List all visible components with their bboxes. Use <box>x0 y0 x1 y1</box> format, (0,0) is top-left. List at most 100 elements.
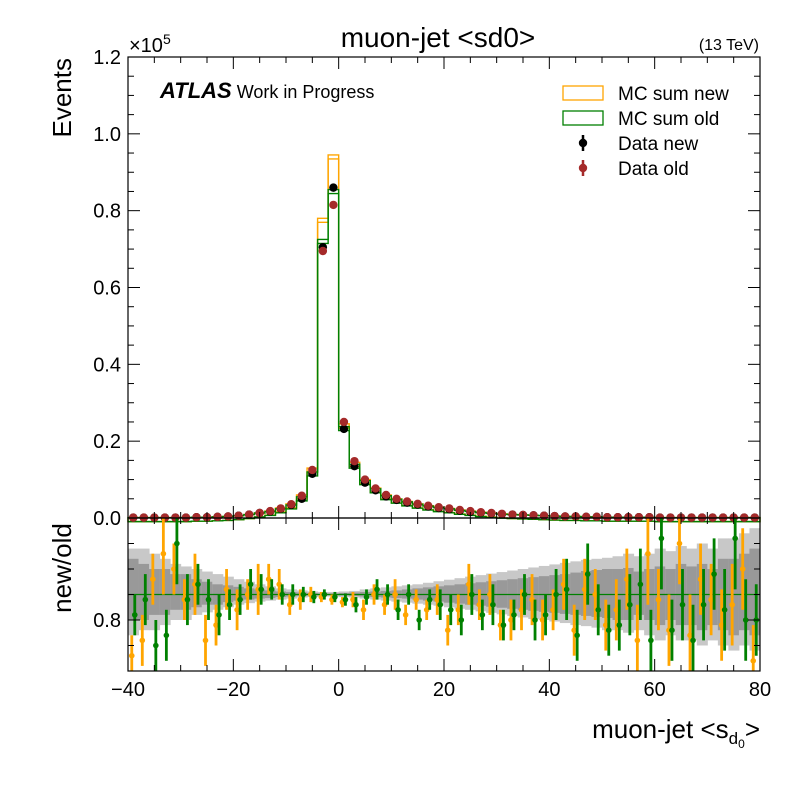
ratio-new-point <box>613 607 620 613</box>
ratio-new-point <box>455 607 462 613</box>
ratio-new-point <box>697 576 704 582</box>
ratio-new-point <box>634 637 641 644</box>
ratio-new-point <box>297 596 304 603</box>
ratio-new-point <box>434 596 441 603</box>
ratio-new-point <box>539 617 546 623</box>
x-axis-label-subsub: 0 <box>738 737 745 751</box>
y-tick-label: 1.2 <box>93 47 121 69</box>
ratio-new-point <box>413 596 419 603</box>
mc-sum-new-histogram-inner <box>127 158 761 523</box>
data-old-point <box>424 501 433 510</box>
ratio-old-point <box>437 601 444 608</box>
ratio-uncertainty-band-dark <box>570 572 582 615</box>
data-old-point <box>413 499 422 508</box>
legend-label: MC sum old <box>618 109 719 130</box>
data-old-point <box>508 510 517 519</box>
ratio-uncertainty-band-dark <box>728 558 740 636</box>
ratio-new-point <box>128 652 135 659</box>
ratio-new-point <box>371 591 377 598</box>
data-new-point <box>339 424 349 434</box>
ratio-old-point <box>721 607 728 613</box>
ratio-old-point <box>648 637 654 644</box>
data-old-point <box>223 512 233 521</box>
ratio-new-point <box>392 591 398 598</box>
ratio-uncertainty-band-dark <box>686 566 698 626</box>
legend-swatch-box <box>562 110 604 126</box>
experiment-label: ATLAS <box>159 78 232 103</box>
status-label: Work in Progress <box>237 82 375 102</box>
ratio-new-point <box>487 591 493 598</box>
y-multiplier-base: ×10 <box>129 35 163 57</box>
ratio-old-point <box>711 571 717 577</box>
ratio-old-point <box>584 571 591 577</box>
ratio-new-point <box>739 566 746 572</box>
data-old-point <box>550 511 559 521</box>
data-old-point <box>560 512 570 521</box>
ratio-new-point <box>676 540 683 547</box>
ratio-old-point <box>479 612 486 618</box>
ratio-old-point <box>732 535 738 542</box>
ratio-new-point <box>602 622 609 628</box>
data-old-point <box>287 499 296 509</box>
data-old-point <box>350 456 359 466</box>
ratio-old-point <box>490 601 496 608</box>
ratio-old-point <box>511 612 517 618</box>
y-tick-label: 0.4 <box>93 354 121 376</box>
data-old-point <box>381 490 391 500</box>
ratio-old-point <box>700 601 707 608</box>
ratio-old-point <box>384 591 391 598</box>
x-axis-label: muon-jet <sd0> <box>592 714 760 751</box>
data-old-point <box>266 506 275 516</box>
ratio-old-point <box>332 594 338 600</box>
ratio-new-point <box>171 566 177 572</box>
ratio-uncertainty-band-dark <box>149 569 161 615</box>
data-old-point <box>455 505 464 515</box>
data-old-point <box>466 506 475 516</box>
ratio-new-point <box>265 576 272 582</box>
ratio-old-point <box>153 642 159 649</box>
data-old-point <box>497 509 507 518</box>
legend: MC sum new MC sum old Data new Data old <box>562 84 729 180</box>
data-old-point <box>234 511 243 520</box>
ratio-new-point <box>560 581 567 588</box>
y-axis-label: Events <box>47 58 77 138</box>
ratio-new-point <box>750 658 757 664</box>
y-tick-label: 0.0 <box>93 508 121 530</box>
ratio-old-point <box>553 591 559 598</box>
ratio-new-point <box>508 617 514 623</box>
ratio-new-point <box>223 586 230 593</box>
ratio-new-point <box>381 601 388 608</box>
ratio-old-point <box>637 581 644 588</box>
ratio-new-point <box>213 622 219 628</box>
data-old-point <box>434 503 443 512</box>
legend-swatch-box <box>562 85 604 101</box>
data-old-point <box>276 504 285 513</box>
ratio-old-point <box>279 591 286 598</box>
x-tick-label: 20 <box>433 679 455 701</box>
data-old-point <box>402 497 412 506</box>
ratio-old-point <box>679 601 686 608</box>
ratio-new-point <box>423 607 430 613</box>
ratio-old-point <box>542 612 549 618</box>
x-tick-label: 80 <box>749 679 771 701</box>
ratio-y-tick-label: 0.8 <box>93 610 121 632</box>
ratio-old-point <box>342 596 349 603</box>
y-multiplier: ×105 <box>129 31 171 57</box>
ratio-new-point <box>550 607 556 613</box>
ratio-uncertainty-band-dark <box>602 569 614 618</box>
data-old-point <box>360 475 370 484</box>
x-tick-label: 60 <box>644 679 666 701</box>
data-old-point <box>339 417 349 427</box>
ratio-old-point <box>405 591 412 598</box>
legend-label: Data old <box>618 159 689 180</box>
ratio-old-point <box>669 627 675 633</box>
legend-label: MC sum new <box>618 84 729 105</box>
ratio-new-point <box>286 601 293 608</box>
ratio-new-point <box>529 596 535 603</box>
mc-sum-old-histogram <box>127 188 761 519</box>
data-old-point <box>297 491 306 500</box>
ratio-new-point <box>571 627 577 633</box>
main-panel <box>127 154 761 523</box>
ratio-new-point <box>244 591 251 598</box>
